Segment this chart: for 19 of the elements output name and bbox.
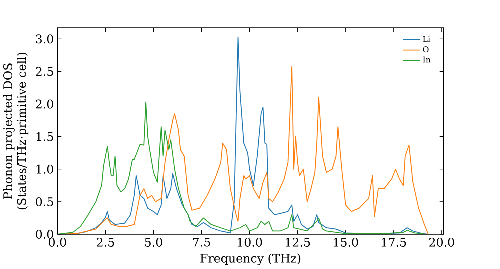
x-tick-label: 2.5 bbox=[97, 238, 114, 248]
x-tick-label: 5.0 bbox=[145, 238, 162, 248]
x-tick-label: 20.0 bbox=[430, 238, 454, 248]
y-tick-label: 1.0 bbox=[36, 165, 54, 174]
x-tick-label: 12.5 bbox=[286, 238, 310, 248]
x-tick-label: 17.5 bbox=[382, 238, 406, 248]
y-tick-label: 3.0 bbox=[36, 34, 54, 44]
x-tick-label: 15.0 bbox=[334, 238, 358, 248]
x-tick-label: 7.5 bbox=[193, 238, 210, 247]
y-tick-label: 0.5 bbox=[36, 198, 54, 207]
x-tick-label: 10.0 bbox=[238, 238, 262, 248]
line-series bbox=[58, 102, 427, 235]
y-tick-label: 0.0 bbox=[36, 230, 54, 240]
y-axis-title: Phonon projected DOS (States/THz·primitive cell) bbox=[3, 53, 29, 210]
x-axis-title: Frequency (THz) bbox=[200, 254, 301, 266]
y-tick-label: 2.5 bbox=[36, 67, 54, 76]
y-tick-label: 1.5 bbox=[36, 132, 54, 142]
x-tick-label: 0.0 bbox=[49, 238, 66, 248]
y-tick-label: 2.0 bbox=[36, 100, 54, 109]
